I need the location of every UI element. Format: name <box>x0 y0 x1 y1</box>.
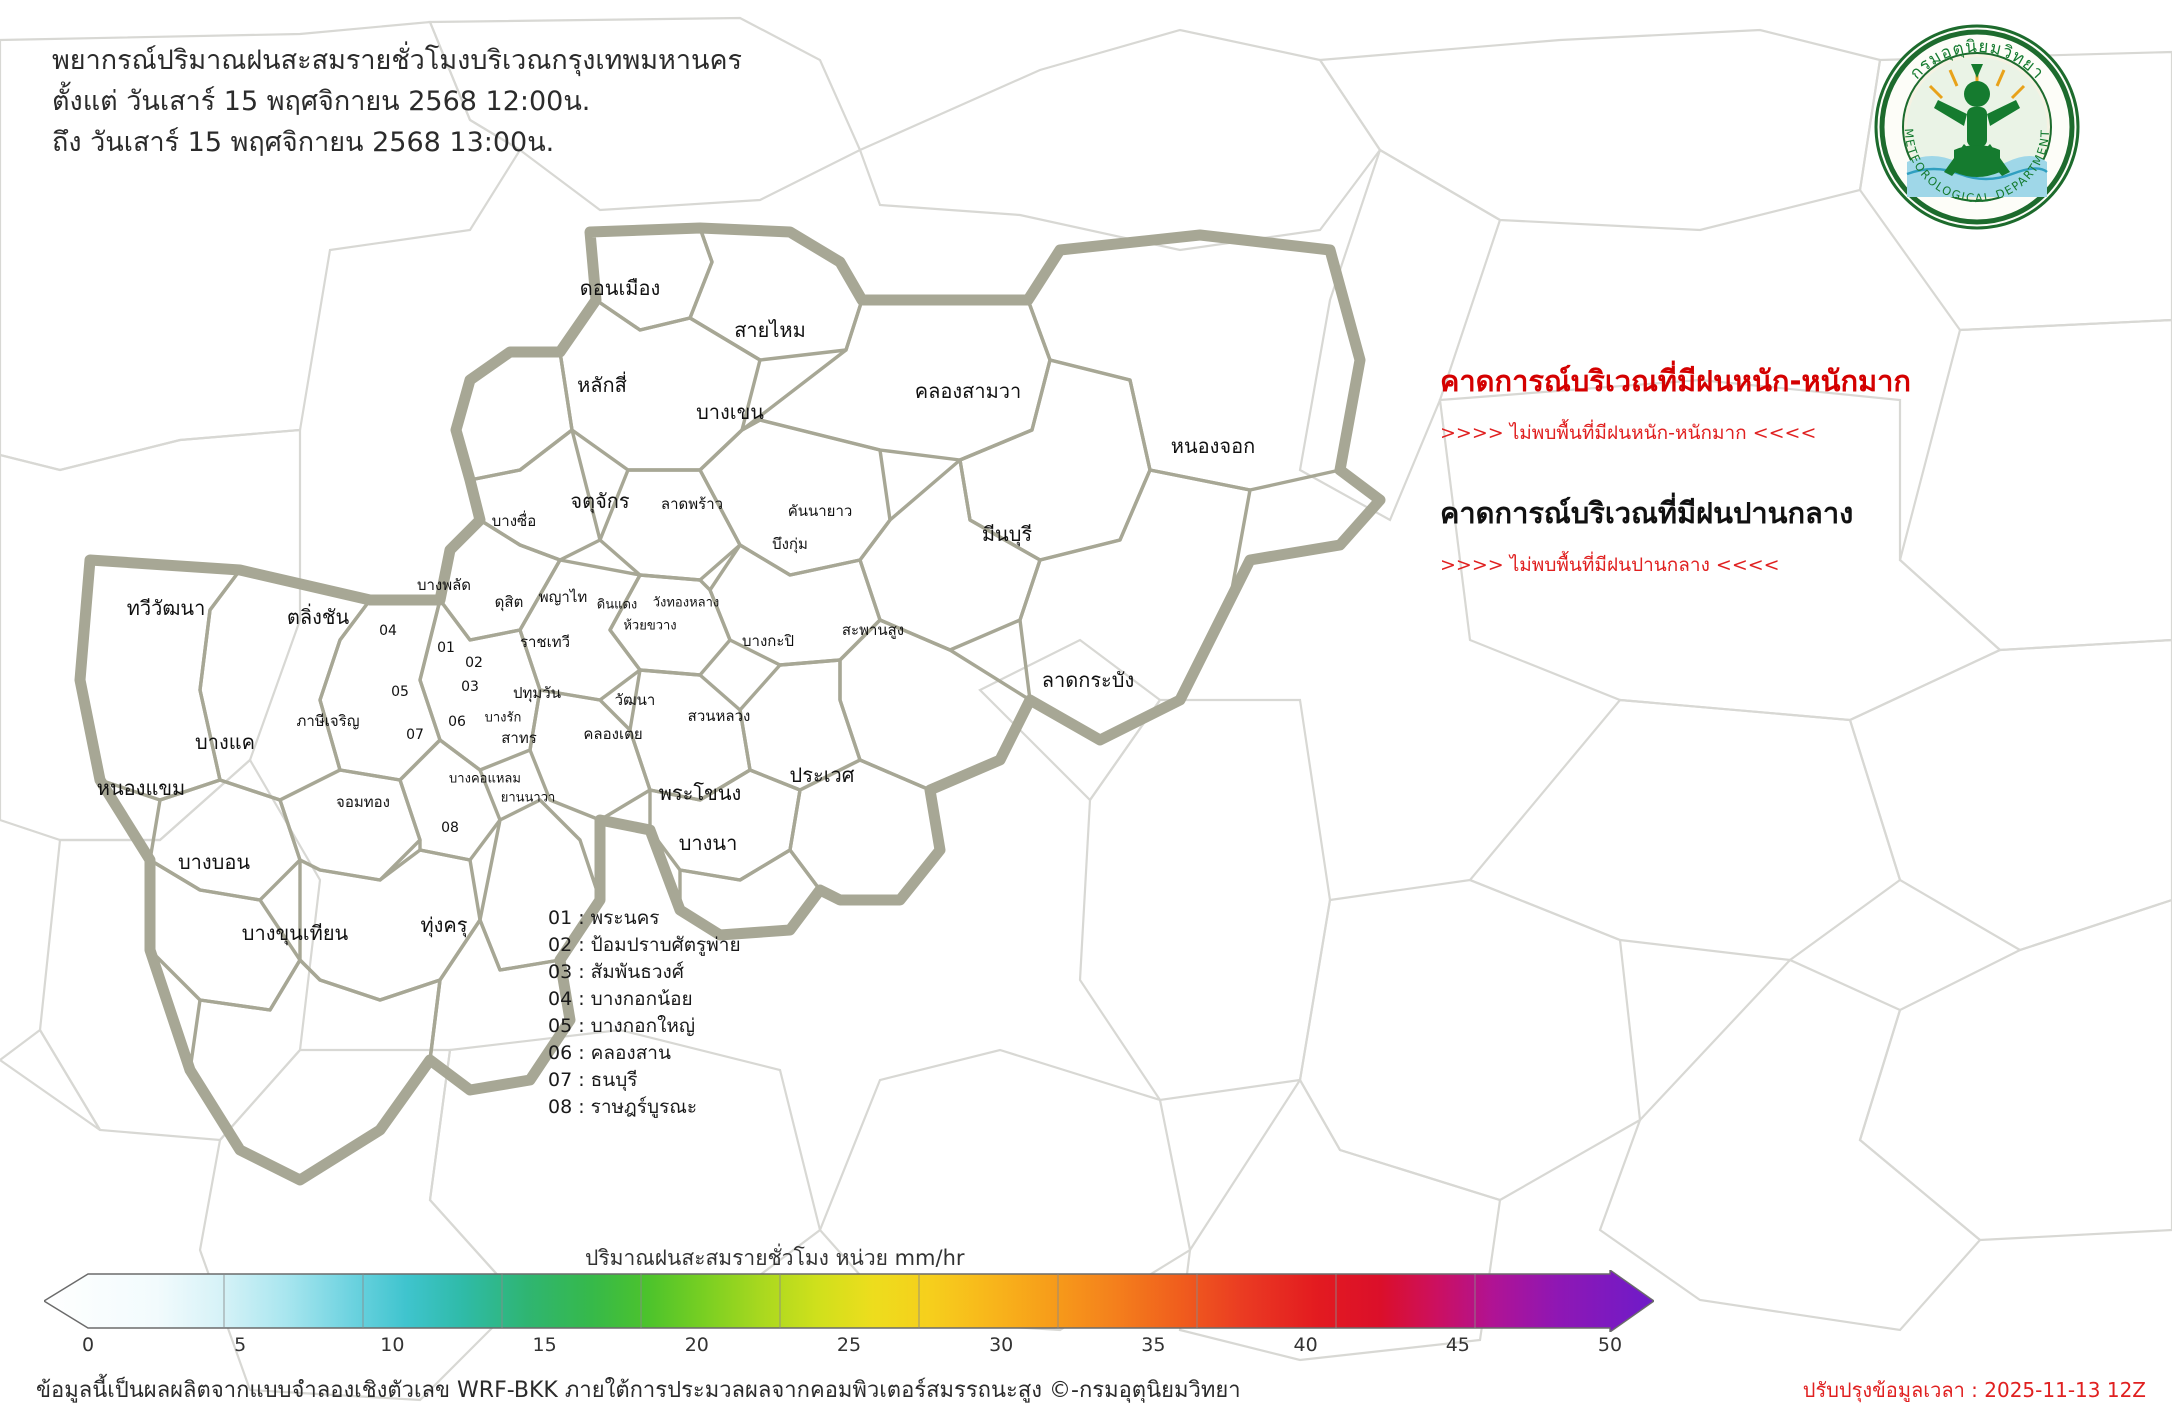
forecast-summary-panel: คาดการณ์บริเวณที่มีฝนหนัก-หนักมาก >>>> ไ… <box>1440 358 2140 580</box>
district-name-label: จอมทอง <box>336 793 390 811</box>
district-name-label: สายไหม <box>734 318 806 342</box>
moderate-rain-heading: คาดการณ์บริเวณที่มีฝนปานกลาง <box>1440 496 1854 530</box>
district-code-label: 05 <box>391 684 409 700</box>
district-name-label: ลาดกระบัง <box>1041 668 1135 692</box>
colorbar-tick: 20 <box>684 1334 709 1356</box>
district-name-label: สะพานสูง <box>841 621 905 639</box>
district-name-label: บางกะปิ <box>742 632 794 650</box>
district-name-label: ราชเทวี <box>519 633 571 651</box>
title-line-2: ตั้งแต่ วันเสาร์ 15 พฤศจิกายน 2568 12:00… <box>52 86 591 118</box>
district-name-label: จตุจักร <box>570 489 630 513</box>
colorbar-tick: 35 <box>1141 1334 1166 1356</box>
district-name-label: สาทร <box>501 729 537 747</box>
district-code-entry: 06 : คลองสาน <box>548 1041 671 1064</box>
district-name-label: ลาดพร้าว <box>660 495 724 513</box>
district-name-label: บางนา <box>678 831 738 855</box>
colorbar-tick: 15 <box>532 1334 557 1356</box>
district-name-label: พระโขนง <box>658 781 742 805</box>
colorbar-tick: 5 <box>234 1334 247 1356</box>
colorbar-tick: 10 <box>380 1334 405 1356</box>
colorbar-tick: 50 <box>1597 1334 1623 1356</box>
district-code-legend: 01 : พระนคร 02 : ป้อมปราบศัตรูพ่าย 03 : สั… <box>548 905 741 1121</box>
title-line-3: ถึง วันเสาร์ 15 พฤศจิกายน 2568 13:00น. <box>52 127 555 159</box>
tmd-seal-logo: กรมอุตุนิยมวิทยา METEOROLOGICAL DEPARTME… <box>1872 22 2082 232</box>
colorbar-tick: 0 <box>81 1334 95 1356</box>
moderate-rain-note: >>>> ไม่พบพื้นที่มีฝนปานกลาง <<<< <box>1440 554 1780 576</box>
colorbar-tick: 40 <box>1293 1334 1318 1356</box>
footer-source-text: ข้อมูลนี้เป็นผลผลิตจากแบบจำลองเชิงตัวเลข… <box>36 1378 1241 1403</box>
rainfall-colorbar <box>42 1268 1656 1334</box>
footer-update-time: ปรับปรุงข้อมูลเวลา : 2025-11-13 12Z <box>1802 1378 2146 1402</box>
district-code-label: 06 <box>448 714 466 730</box>
district-name-label: ดอนเมือง <box>579 276 661 300</box>
district-code-label: 08 <box>441 820 459 836</box>
district-name-label: คลองเตย <box>583 725 643 743</box>
district-name-label: ดุสิต <box>494 593 524 611</box>
district-code-label: 04 <box>379 623 397 639</box>
district-code-entry: 02 : ป้อมปราบศัตรูพ่าย <box>548 933 741 956</box>
district-name-label: ยานนาวา <box>500 790 556 806</box>
district-name-label: พญาไท <box>538 588 588 606</box>
map-title-block: พยากรณ์ปริมาณฝนสะสมรายชั่วโมงบริเวณกรุงเ… <box>52 40 742 163</box>
colorbar-tick: 30 <box>989 1334 1014 1356</box>
district-name-label: บางบอน <box>177 850 251 874</box>
district-code-label: 02 <box>465 655 483 671</box>
district-name-label: บางพลัด <box>416 576 472 594</box>
district-code-label: 03 <box>461 679 479 695</box>
district-name-label: บางเขน <box>696 400 764 424</box>
district-name-label: คลองสามวา <box>914 379 1022 403</box>
district-name-label: มีนบุรี <box>981 522 1033 546</box>
district-name-label: ทวีวัฒนา <box>126 596 206 620</box>
colorbar-tick-labels: 0 5 10 15 20 25 30 35 40 45 50 <box>44 1334 1654 1360</box>
district-code-label: 01 <box>437 640 455 656</box>
colorbar-title: ปริมาณฝนสะสมรายชั่วโมง หน่วย mm/hr <box>585 1246 965 1270</box>
heavy-rain-note: >>>> ไม่พบพื้นที่มีฝนหนัก-หนักมาก <<<< <box>1440 422 1817 444</box>
colorbar-tick: 45 <box>1445 1334 1470 1356</box>
district-name-label: บางรัก <box>484 710 522 726</box>
colorbar-tick: 25 <box>836 1334 862 1356</box>
district-name-label: ปทุมวัน <box>513 684 561 702</box>
district-code-entry: 03 : สัมพันธวงศ์ <box>548 960 684 983</box>
district-name-label: ประเวศ <box>789 763 855 787</box>
heavy-rain-heading: คาดการณ์บริเวณที่มีฝนหนัก-หนักมาก <box>1440 364 1911 398</box>
district-code-entry: 05 : บางกอกใหญ่ <box>548 1014 696 1037</box>
district-name-label: หนองจอก <box>1170 434 1256 458</box>
district-name-label: วังทองหลาง <box>652 595 720 611</box>
district-name-label: บางคอแหลม <box>449 771 521 787</box>
district-name-label: หนองแขม <box>96 776 186 800</box>
district-name-label: ทุ่งครุ <box>420 913 468 937</box>
district-code-entry: 01 : พระนคร <box>548 907 660 929</box>
district-code-entry: 08 : ราษฎร์บูรณะ <box>548 1095 698 1118</box>
district-name-label: หลักสี่ <box>577 373 627 397</box>
district-name-label: บางขุนเทียน <box>241 921 349 945</box>
district-name-label: คันนายาว <box>787 502 853 520</box>
district-name-label: สวนหลวง <box>687 707 751 725</box>
district-code-entry: 07 : ธนบุรี <box>548 1068 638 1091</box>
title-line-1: พยากรณ์ปริมาณฝนสะสมรายชั่วโมงบริเวณกรุงเ… <box>52 45 743 76</box>
district-name-label: วัฒนา <box>614 691 656 709</box>
district-name-label: ตลิ่งชัน <box>286 605 350 629</box>
district-name-label: ดินแดง <box>596 597 638 613</box>
district-code-entry: 04 : บางกอกน้อย <box>548 987 693 1010</box>
district-name-label: บางแค <box>195 730 255 754</box>
district-name-label: บางซื่อ <box>491 512 537 530</box>
district-code-label: 07 <box>406 727 424 743</box>
district-name-label: ห้วยขวาง <box>623 618 677 634</box>
district-name-label: บึงกุ่ม <box>772 535 808 553</box>
district-name-label: ภาษีเจริญ <box>296 712 360 730</box>
